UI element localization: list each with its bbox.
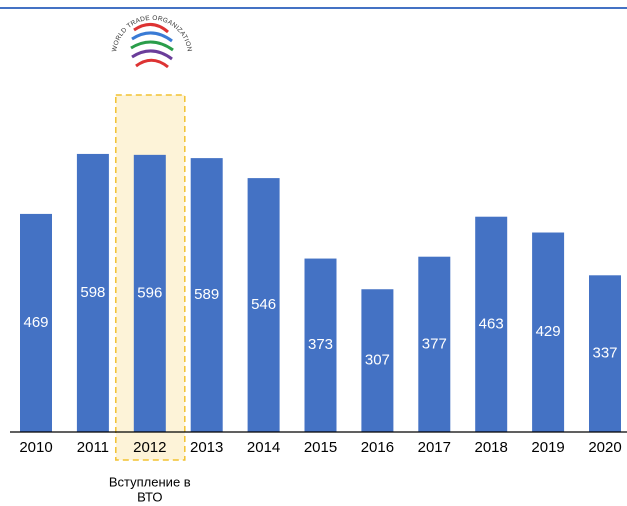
x-tick-label: 2016 [361,439,394,456]
value-label: 463 [479,315,504,332]
x-tick-label: 2012 [133,439,166,456]
x-tick-label: 2010 [19,439,52,456]
x-tick-label: 2018 [475,439,508,456]
x-tick-label: 2015 [304,439,337,456]
bar [361,289,394,432]
bar [190,158,223,433]
annotation: Вступление в [109,474,191,489]
value-label: 469 [23,314,48,331]
value-label: 598 [80,284,105,301]
bar [247,178,280,432]
logo-stripe [131,49,173,61]
bar [76,153,109,432]
logo-stripe [133,23,169,34]
logo-stripe [130,40,174,52]
value-label: 429 [536,323,561,340]
value-label: 546 [251,296,276,313]
value-label: 589 [194,286,219,303]
value-label: 307 [365,352,390,369]
bar [304,258,337,432]
bar [418,256,451,432]
x-tick-label: 2013 [190,439,223,456]
bar [589,275,621,432]
logo-stripe [131,31,173,43]
value-label: 377 [422,335,447,352]
wto-logo: WORLD TRADE ORGANIZATION [111,14,193,69]
x-tick-label: 2011 [77,439,109,456]
x-tick-label: 2017 [418,439,451,456]
value-label: 596 [137,284,162,301]
bar [133,154,166,433]
value-label: 373 [308,336,333,353]
bar [532,232,565,432]
value-label: 337 [592,345,617,362]
logo-stripe [135,58,169,69]
x-tick-label: 2019 [531,439,564,456]
x-tick-label: 2014 [247,439,280,456]
x-tick-label: 2020 [588,439,621,456]
bar [20,213,52,432]
annotation: ВТО [137,489,162,504]
bar [475,216,508,432]
